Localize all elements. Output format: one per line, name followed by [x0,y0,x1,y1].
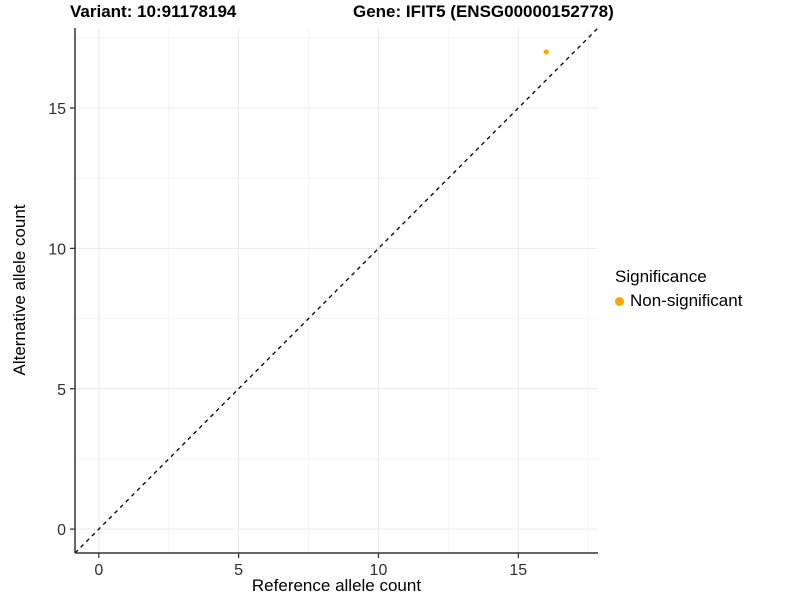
legend-item-label: Non-significant [630,291,743,310]
x-tick-label: 15 [509,562,527,579]
legend-title: Significance [615,267,707,286]
legend-point-icon [615,296,624,306]
x-tick-label: 5 [234,562,243,579]
y-tick-label: 0 [57,522,66,539]
legend-item: Non-significant [615,291,742,311]
x-tick-label: 0 [94,562,103,579]
legend-items: Non-significant [615,291,742,311]
y-axis-title: Alternative allele count [10,204,29,376]
identity-line [74,27,599,554]
data-point [543,49,549,55]
y-tick-label: 15 [48,101,66,118]
legend: Significance Non-significant [615,267,742,311]
y-tick-label: 10 [48,241,66,258]
plot-title-gene: Gene: IFIT5 (ENSG00000152778) [353,2,614,21]
x-tick-label: 10 [370,562,388,579]
y-tick-label: 5 [57,382,66,399]
x-axis-title: Reference allele count [251,576,422,595]
plot-title-variant: Variant: 10:91178194 [70,2,237,21]
